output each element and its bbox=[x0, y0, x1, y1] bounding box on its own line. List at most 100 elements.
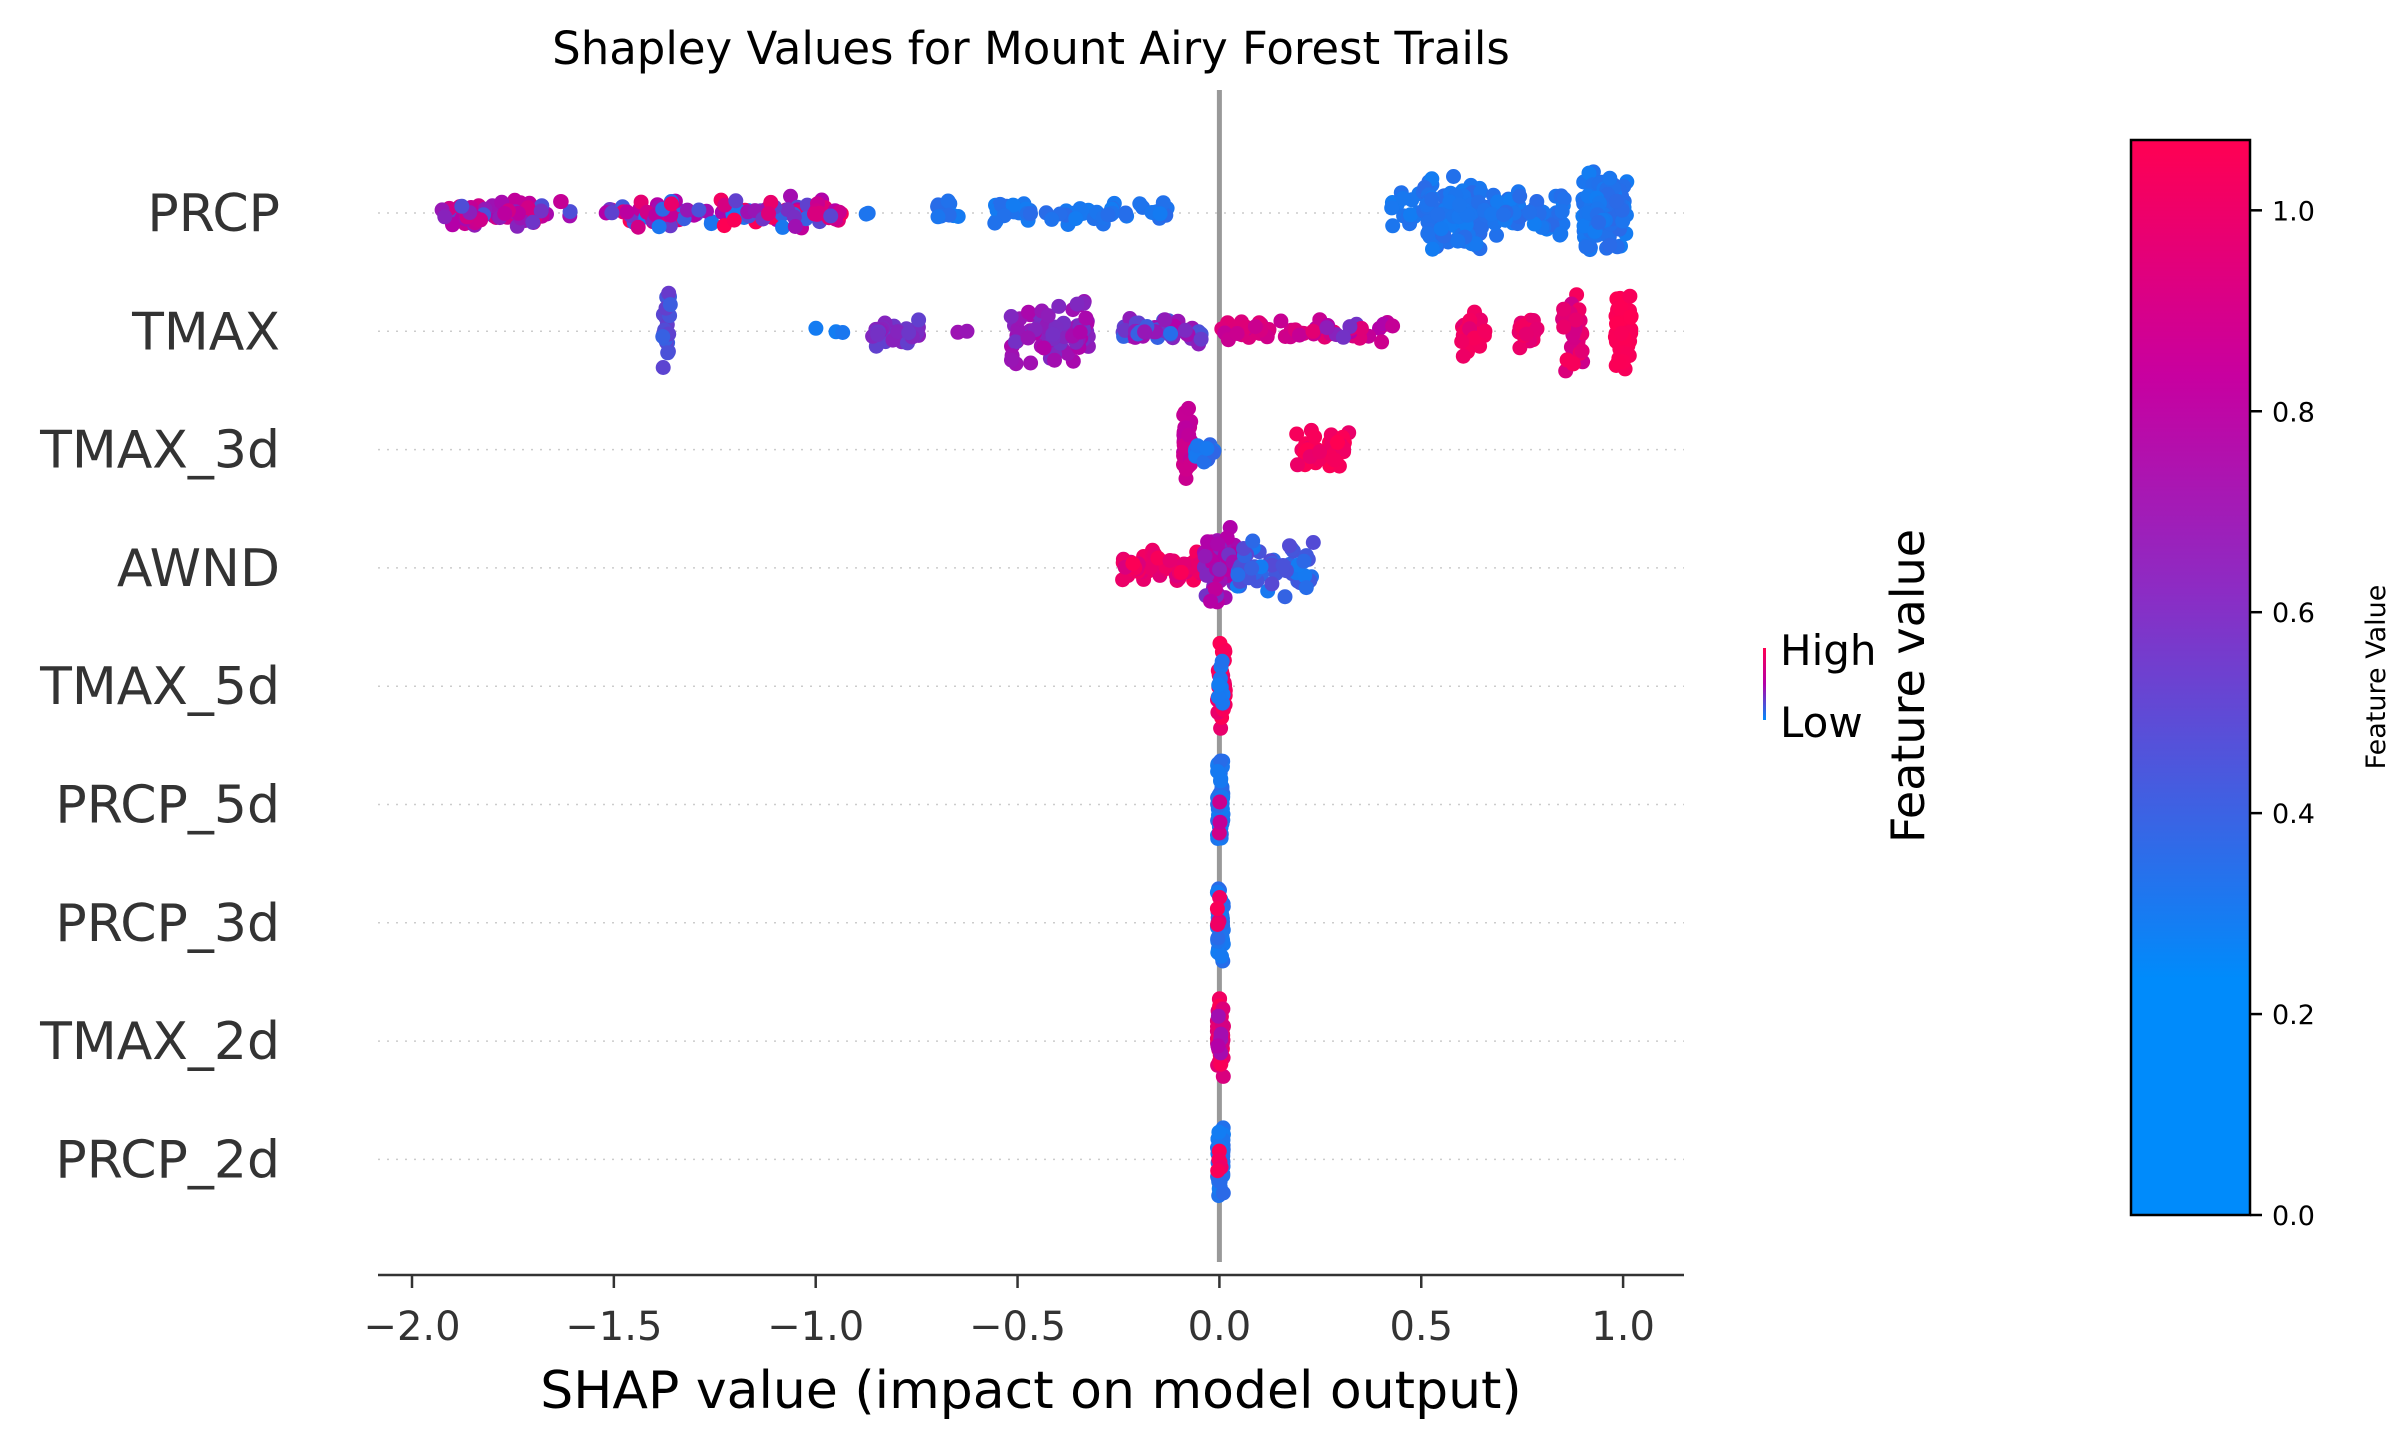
shap-point bbox=[1212, 890, 1228, 905]
shap-point bbox=[662, 297, 678, 313]
shap-point bbox=[1211, 677, 1227, 693]
shap-point bbox=[1610, 354, 1626, 370]
shap-point bbox=[870, 327, 886, 343]
shap-point bbox=[1150, 550, 1166, 566]
shap-point bbox=[1512, 340, 1528, 356]
shap-point bbox=[1060, 346, 1076, 361]
shap-point bbox=[1307, 429, 1323, 445]
shap-point bbox=[1137, 324, 1153, 340]
x-tick-label: −0.5 bbox=[969, 1304, 1066, 1350]
shap-point bbox=[1210, 1038, 1226, 1054]
shap-point bbox=[1522, 204, 1537, 220]
shap-point bbox=[1211, 825, 1227, 841]
shap-point bbox=[1047, 352, 1062, 368]
shap-point bbox=[1433, 221, 1449, 237]
shap-point bbox=[1023, 206, 1038, 222]
shap-point bbox=[807, 206, 822, 222]
shap-point bbox=[890, 324, 906, 340]
shap-point bbox=[1450, 233, 1466, 249]
shap-point bbox=[1374, 334, 1390, 350]
shap-point bbox=[655, 329, 671, 345]
x-tick-label: −2.0 bbox=[363, 1304, 460, 1350]
shap-point bbox=[1424, 191, 1440, 207]
shap-point bbox=[1040, 308, 1056, 324]
shap-point bbox=[1207, 581, 1223, 597]
shap-point bbox=[651, 219, 667, 235]
colorbar-tick-label: 0.6 bbox=[2272, 598, 2315, 629]
shap-point bbox=[1574, 343, 1590, 359]
shap-point bbox=[1553, 226, 1569, 242]
feature-label-tmax_3d: TMAX_3d bbox=[39, 421, 280, 481]
shap-point bbox=[1578, 239, 1594, 255]
shap-point bbox=[1152, 206, 1168, 222]
shap-point bbox=[775, 219, 791, 235]
feature-label-awnd: AWND bbox=[117, 539, 280, 599]
shap-point bbox=[1384, 200, 1400, 216]
shap-point bbox=[1115, 572, 1131, 588]
shap-point bbox=[858, 206, 874, 222]
shap-point bbox=[1623, 309, 1639, 325]
shap-point bbox=[1212, 794, 1228, 810]
shap-point bbox=[1296, 553, 1312, 569]
shap-point bbox=[1036, 340, 1052, 356]
shap-point bbox=[1117, 206, 1133, 222]
shap-point bbox=[1196, 454, 1212, 470]
shap-point bbox=[1615, 213, 1631, 229]
x-tick-label: 1.0 bbox=[1591, 1304, 1655, 1350]
shap-point bbox=[1244, 560, 1260, 576]
shap-point bbox=[1181, 400, 1196, 416]
feature-label-prcp_3d: PRCP_3d bbox=[55, 894, 280, 954]
x-tick-label: 0.5 bbox=[1389, 1304, 1453, 1350]
colorbar-tick-label: 0.0 bbox=[2272, 1201, 2315, 1232]
x-axis-ticks: −2.0 −1.5 −1.0 −0.5 0.0 0.5 1.0 bbox=[363, 1275, 1655, 1350]
shap-point bbox=[1213, 1026, 1229, 1042]
shap-point bbox=[663, 196, 679, 212]
shap-point bbox=[1385, 318, 1401, 334]
shap-point bbox=[1526, 216, 1542, 232]
feature-label-prcp_5d: PRCP_5d bbox=[55, 776, 280, 836]
shap-point bbox=[630, 219, 646, 235]
shap-point bbox=[1612, 300, 1628, 316]
shap-point bbox=[1068, 211, 1084, 227]
shap-point bbox=[1466, 330, 1482, 346]
shap-point bbox=[1177, 322, 1193, 338]
shap-point bbox=[1608, 193, 1624, 209]
legend-low-label: Low bbox=[1780, 698, 1863, 747]
shap-point bbox=[1455, 348, 1471, 364]
shap-point bbox=[1292, 327, 1307, 343]
shap-point bbox=[1403, 207, 1418, 223]
shap-point bbox=[1193, 331, 1209, 347]
shap-point bbox=[679, 202, 695, 218]
shap-point bbox=[1247, 319, 1263, 335]
shap-point bbox=[1100, 207, 1116, 223]
shap-point bbox=[473, 212, 489, 228]
shap-point bbox=[497, 206, 513, 221]
shap-point bbox=[728, 193, 744, 209]
shap-point bbox=[1157, 312, 1173, 328]
shap-point bbox=[787, 219, 803, 234]
shap-point bbox=[1353, 320, 1369, 336]
shap-point bbox=[1556, 319, 1572, 335]
shap-point bbox=[1490, 194, 1506, 210]
shap-point bbox=[1215, 1185, 1231, 1201]
shap-point bbox=[1591, 214, 1607, 230]
colorbar-tick-label: 1.0 bbox=[2272, 196, 2315, 227]
shap-point bbox=[1319, 320, 1335, 336]
shap-point bbox=[1245, 533, 1261, 549]
shap-point bbox=[987, 215, 1003, 231]
shap-point bbox=[1045, 326, 1061, 342]
shap-point bbox=[1004, 352, 1019, 368]
colorbar-tick-label: 0.4 bbox=[2272, 799, 2315, 830]
shap-point bbox=[1489, 227, 1504, 243]
shap-point bbox=[691, 202, 707, 218]
chart-title: Shapley Values for Mount Airy Forest Tra… bbox=[552, 22, 1510, 75]
shap-point bbox=[1215, 1068, 1231, 1084]
shap-point bbox=[1335, 329, 1351, 345]
feature-gridlines bbox=[378, 212, 1684, 1161]
colorbar-tick-label: 0.8 bbox=[2272, 397, 2315, 428]
shap-point bbox=[1078, 310, 1094, 326]
feature-label-prcp_2d: PRCP_2d bbox=[55, 1130, 280, 1190]
shap-point bbox=[1556, 301, 1572, 317]
shap-point bbox=[1021, 304, 1036, 320]
